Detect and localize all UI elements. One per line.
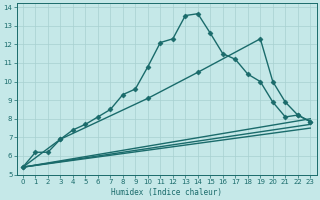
- X-axis label: Humidex (Indice chaleur): Humidex (Indice chaleur): [111, 188, 222, 197]
